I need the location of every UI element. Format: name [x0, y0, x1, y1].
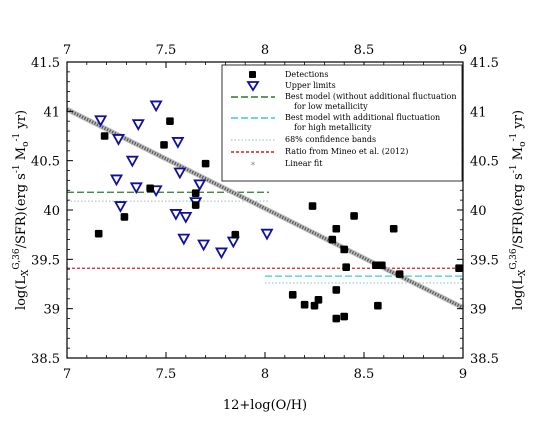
upper-limit-point-15 [193, 179, 207, 192]
x-tick-label-bottom-0: 7 [63, 367, 71, 382]
x-tick-label-bottom-1: 7.5 [156, 367, 177, 382]
upper-limit-point-0 [94, 115, 108, 128]
x-tick-label-top-0: 7 [63, 43, 71, 58]
y-tick-label-left-2: 39.5 [31, 253, 60, 268]
y-tick-label-right-5: 41 [470, 105, 487, 120]
y-tick-label-left-6: 41.5 [31, 56, 60, 71]
detection-point-1 [100, 132, 109, 140]
upper-limit-point-12 [177, 233, 191, 246]
detection-point-8 [201, 159, 210, 168]
upper-limit-point-1 [109, 174, 124, 187]
detection-point-23 [372, 261, 380, 270]
legend-red-line-label: Ratio from Mineo et al. (2012) [285, 147, 408, 156]
legend-green-line-label-2: for low metallicity [294, 102, 368, 111]
upper-limit-point-8 [149, 100, 163, 113]
detection-point-24 [374, 301, 382, 310]
legend-linear-fit-label: Linear fit [285, 159, 323, 168]
x-tick-label-top-3: 8.5 [354, 43, 375, 58]
legend-detections-label: Detections [285, 70, 328, 79]
legend: Detections Upper limits Best model (with… [221, 64, 463, 182]
upper-limit-point-19 [260, 228, 274, 241]
detection-point-12 [308, 202, 317, 210]
detection-point-4 [160, 141, 168, 149]
y-tick-label-left-3: 40 [43, 204, 60, 219]
legend-detections-marker [249, 71, 256, 78]
upper-limit-point-16 [197, 239, 211, 252]
detection-point-18 [332, 314, 341, 323]
x-tick-label-top-4: 9 [459, 43, 467, 58]
legend-green-line-label: Best model (without additional fluctuati… [285, 92, 457, 101]
detection-point-11 [300, 300, 309, 309]
detection-point-14 [314, 295, 323, 304]
y-tick-label-left-0: 38.5 [31, 352, 60, 367]
detection-point-22 [350, 212, 358, 220]
detection-point-13 [310, 301, 319, 310]
detection-point-2 [120, 213, 129, 221]
detection-point-16 [332, 224, 341, 233]
legend-box [221, 64, 463, 182]
upper-limit-point-2 [111, 134, 126, 146]
y-tick-label-right-1: 39 [470, 303, 487, 318]
y-tick-label-right-6: 41.5 [470, 56, 499, 71]
y-tick-label-right-3: 40 [470, 204, 487, 219]
detection-point-10 [288, 291, 297, 299]
y-tick-label-right-4: 40.5 [470, 155, 499, 170]
detection-point-0 [94, 229, 103, 238]
x-tick-label-bottom-2: 8 [261, 367, 269, 382]
x-axis-title: 12+log(O/H) [223, 398, 307, 413]
legend-upper-limits-marker [246, 81, 260, 92]
detection-point-20 [340, 245, 348, 254]
detection-point-17 [332, 286, 341, 294]
upper-limit-point-10 [171, 137, 185, 149]
upper-limit-point-17 [214, 247, 228, 260]
upper-limit-point-11 [173, 167, 187, 180]
x-tick-label-top-1: 7.5 [156, 43, 177, 58]
detection-point-7 [191, 201, 200, 209]
legend-cyan-line-label-2: for high metallicity [294, 123, 372, 132]
upper-limit-point-4 [125, 155, 139, 168]
legend-band-label: 68% confidence bands [285, 135, 376, 144]
linear-fit-line [66, 108, 464, 310]
x-tick-label-bottom-4: 9 [459, 367, 467, 382]
detection-point-25 [378, 261, 386, 270]
y-axis-title-right: log(LXG,36/SFR)(erg s-1 Mo-1 yr) [509, 110, 528, 310]
detection-point-6 [191, 189, 200, 198]
data-points [94, 100, 463, 323]
upper-limit-point-13 [179, 212, 193, 224]
y-axis-title-left: log(LXG,36/SFR)(erg s-1 Mo-1 yr) [12, 110, 31, 310]
x-tick-label-top-2: 8 [261, 43, 269, 58]
detection-point-3 [146, 184, 154, 193]
upper-limit-point-9 [169, 209, 183, 221]
y-tick-label-right-2: 39.5 [470, 253, 499, 268]
upper-limit-point-3 [113, 201, 127, 213]
x-tick-label-bottom-3: 8.5 [354, 367, 375, 382]
y-tick-label-left-1: 39 [43, 303, 60, 318]
legend-linear-fit-marker: * [251, 161, 256, 171]
detection-point-28 [455, 264, 463, 273]
detection-point-19 [340, 312, 348, 321]
y-tick-label-right-0: 38.5 [470, 352, 499, 367]
detection-point-27 [395, 270, 404, 278]
plot-lines [67, 191, 463, 284]
upper-limit-point-18 [226, 236, 240, 249]
upper-limit-point-6 [131, 119, 145, 132]
detection-point-9 [231, 230, 240, 239]
legend-upper-limits-label: Upper limits [285, 81, 336, 90]
upper-limit-point-5 [129, 182, 143, 195]
y-tick-label-left-5: 41 [43, 105, 60, 120]
detection-point-15 [328, 235, 337, 244]
y-tick-label-left-4: 40.5 [31, 155, 60, 170]
legend-cyan-line-label: Best model with additional fluctuation [285, 113, 440, 122]
detection-point-5 [166, 117, 174, 125]
detection-point-26 [389, 224, 398, 233]
detection-point-21 [342, 263, 350, 272]
